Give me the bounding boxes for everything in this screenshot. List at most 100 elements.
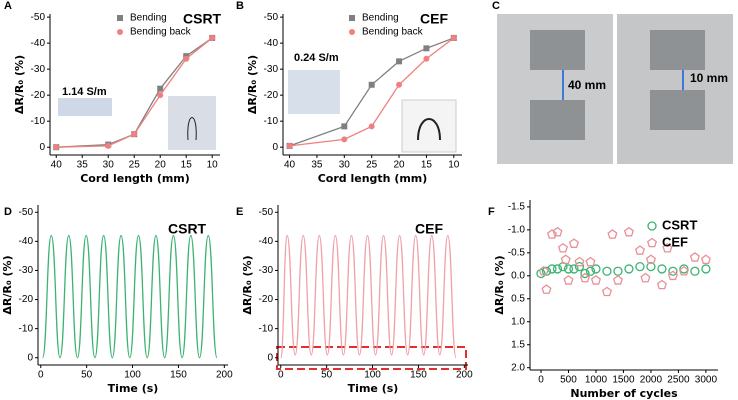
data-point (690, 266, 700, 276)
data-point (131, 131, 138, 138)
data-point (368, 81, 375, 88)
x-tick-label: 40 (51, 160, 63, 171)
data-point (678, 265, 689, 276)
y-tick-label: -50 (19, 207, 34, 218)
data-point (667, 270, 678, 281)
data-point (423, 55, 430, 62)
data-point (585, 256, 596, 267)
y-axis-title: ΔR/R₀ (%) (493, 255, 506, 314)
data-point (607, 229, 618, 239)
series-line (289, 37, 455, 147)
y-tick-label: -0.5 (508, 247, 526, 258)
x-tick-label: 10 (448, 160, 460, 171)
x-tick-label: 1500 (612, 375, 635, 386)
panel-label: F (488, 206, 495, 218)
photo-label: 10 mm (690, 71, 728, 85)
series-line (41, 234, 218, 359)
data-point (547, 264, 557, 274)
x-tick-label: 10 (207, 160, 219, 171)
y-tick-label: -50 (264, 12, 279, 23)
legend-label: Bending (362, 13, 399, 24)
x-tick-label: 0 (38, 370, 44, 381)
y-tick-label: -10 (31, 116, 46, 127)
y-axis-title: ΔR/R₀ (%) (246, 55, 259, 114)
y-tick-label: -20 (259, 294, 274, 305)
y-tick-label: -40 (31, 38, 46, 49)
y-tick-label: 1.5 (511, 339, 525, 350)
y-tick-label: 0 (39, 142, 45, 153)
data-point (613, 266, 623, 276)
x-tick-label: 100 (364, 370, 381, 381)
x-tick-label: 50 (321, 370, 333, 381)
y-tick-label: -30 (31, 64, 46, 75)
data-point (552, 226, 563, 237)
annotation: 0.24 S/m (294, 52, 339, 64)
legend-marker (349, 29, 355, 35)
data-point (286, 142, 293, 149)
clamp (530, 100, 585, 140)
y-tick-label: 1.0 (511, 316, 525, 327)
legend-label: Bending back (362, 27, 424, 38)
data-point (700, 254, 711, 265)
x-tick-label: 50 (81, 370, 93, 381)
y-tick-label: -30 (264, 64, 279, 75)
data-point (563, 264, 574, 274)
x-tick-label: 3000 (695, 375, 718, 386)
panel-label: B (236, 0, 244, 12)
legend-label: Bending back (130, 27, 192, 38)
x-tick-label: 0 (278, 370, 284, 381)
data-point (640, 272, 651, 283)
inset-cord (187, 117, 197, 141)
x-axis-title: Time (s) (348, 382, 399, 395)
data-point (560, 254, 571, 265)
data-point (423, 45, 430, 52)
data-point (541, 284, 552, 294)
data-point (635, 261, 645, 272)
series-line (56, 37, 213, 148)
data-point (341, 136, 348, 143)
x-tick-label: 35 (311, 160, 323, 171)
inset-photo (58, 98, 112, 116)
data-point (574, 261, 585, 272)
annotation: CSRT (168, 221, 207, 237)
legend-label: CSRT (662, 217, 697, 232)
x-tick-label: 30 (339, 160, 351, 171)
x-tick-label: 200 (216, 370, 233, 381)
data-point (656, 279, 667, 290)
annotation: CEF (420, 11, 448, 27)
y-tick-label: 2.0 (511, 362, 525, 373)
x-tick-label: 100 (124, 370, 141, 381)
data-point (105, 142, 112, 149)
data-point (563, 275, 574, 285)
data-point (646, 261, 656, 272)
x-axis-title: Cord length (mm) (318, 172, 428, 185)
data-point (557, 242, 569, 253)
y-axis-title: ΔR/R₀ (%) (241, 255, 254, 314)
y-axis-title: ΔR/R₀ (%) (13, 55, 26, 114)
x-axis-title: Time (s) (108, 382, 159, 395)
y-tick-label: -10 (259, 323, 274, 334)
x-tick-label: 15 (181, 160, 193, 171)
panel-label: D (4, 206, 12, 218)
data-point (624, 264, 634, 274)
y-tick-label: 0.5 (511, 293, 525, 304)
inset-photo (288, 70, 340, 114)
data-point (569, 264, 579, 274)
x-tick-label: 40 (284, 160, 296, 171)
y-tick-label: -20 (264, 90, 279, 101)
x-tick-label: 1000 (585, 375, 608, 386)
legend-label: CEF (662, 234, 688, 249)
y-tick-label: 0 (27, 352, 33, 363)
data-point (53, 144, 60, 151)
y-tick-label: -40 (264, 38, 279, 49)
data-point (396, 81, 403, 88)
data-point (546, 229, 558, 239)
y-tick-label: -40 (19, 236, 34, 247)
data-point (568, 238, 580, 248)
legend-marker (647, 221, 657, 231)
data-point (645, 254, 656, 265)
y-tick-label: 0 (267, 352, 273, 363)
legend-label: Bending (130, 13, 167, 24)
series-line (56, 37, 213, 148)
